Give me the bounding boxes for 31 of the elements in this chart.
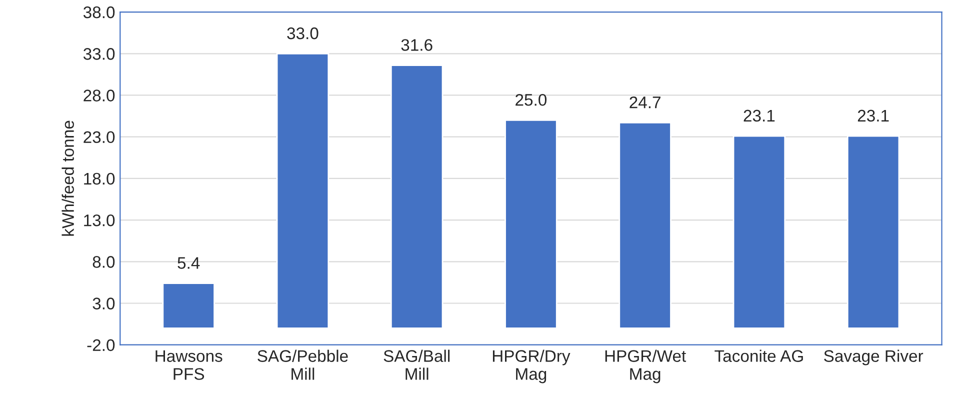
y-tick-label: 38.0 xyxy=(83,6,115,18)
y-tick-label: 8.0 xyxy=(92,256,115,268)
data-label: 24.7 xyxy=(630,96,660,108)
bar xyxy=(618,122,672,329)
data-label: 5.4 xyxy=(178,257,200,269)
y-tick-label: 33.0 xyxy=(83,48,115,60)
y-tick-label: 18.0 xyxy=(84,172,115,185)
y-tick-label: -2.0 xyxy=(87,339,115,352)
x-tick-label: SAG/Ball Mill xyxy=(384,350,450,380)
y-tick-label: 13.0 xyxy=(84,214,115,226)
data-label: 23.1 xyxy=(744,110,775,122)
bar xyxy=(276,52,330,329)
x-tick-label: Taconite AG xyxy=(714,350,803,362)
data-label: 31.6 xyxy=(401,39,432,51)
data-label: 33.0 xyxy=(287,27,318,40)
bar xyxy=(504,120,558,329)
bar xyxy=(390,64,444,329)
y-tick-label: 23.0 xyxy=(84,131,115,144)
bar xyxy=(846,135,900,329)
y-tick-label: 3.0 xyxy=(92,298,115,310)
y-tick-label: 28.0 xyxy=(84,90,115,102)
x-tick-label: HPGR/Dry Mag xyxy=(492,350,570,384)
bar xyxy=(162,282,215,329)
x-tick-label: SAG/Pebble Mill xyxy=(258,350,348,380)
bar xyxy=(732,135,786,329)
data-label: 23.1 xyxy=(858,110,889,122)
y-axis-title: kWh/feed tonne xyxy=(62,120,74,236)
x-tick-label: Hawsons PFS xyxy=(156,350,222,380)
x-tick-label: Savage River xyxy=(824,350,924,366)
data-label: 25.0 xyxy=(516,94,547,106)
x-tick-label: HPGR/Wet Mag xyxy=(605,350,686,384)
